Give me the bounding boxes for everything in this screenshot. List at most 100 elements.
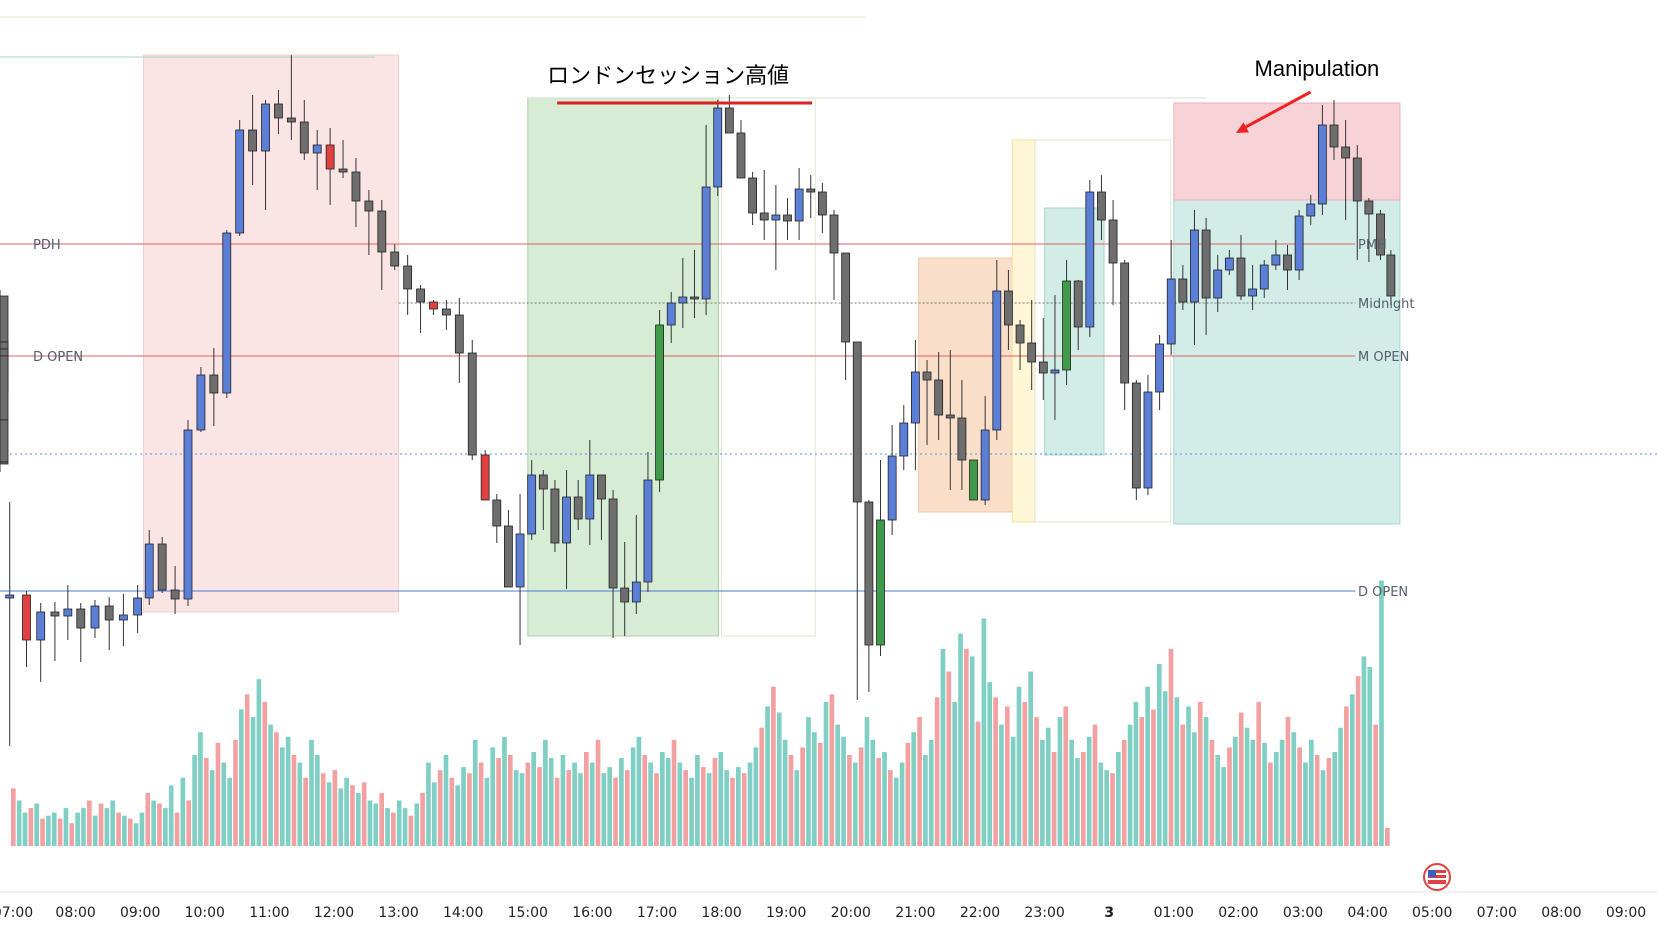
volume-bar bbox=[198, 732, 203, 846]
volume-bar bbox=[396, 800, 402, 846]
volume-bar bbox=[455, 785, 461, 846]
volume-bar bbox=[1373, 724, 1378, 846]
volume-bar bbox=[461, 767, 466, 846]
time-tick-label: 08:00 bbox=[55, 905, 95, 921]
volume-bar bbox=[1028, 671, 1033, 846]
candle bbox=[299, 100, 309, 160]
volume-bar bbox=[274, 732, 279, 846]
candle bbox=[1178, 265, 1188, 310]
candle bbox=[454, 298, 464, 383]
candle bbox=[22, 591, 31, 667]
candle bbox=[690, 250, 699, 318]
level-labels: PDH D OPEN PMH Midnight M OPEN D OPEN bbox=[33, 238, 1415, 600]
volume-bar bbox=[1309, 739, 1314, 846]
volume-bar bbox=[92, 815, 98, 846]
volume-bar bbox=[490, 747, 496, 846]
candle bbox=[196, 367, 206, 432]
candle bbox=[1143, 375, 1153, 495]
candle bbox=[480, 450, 490, 501]
level-label-3: Midnight bbox=[1358, 297, 1415, 312]
candle bbox=[980, 396, 990, 505]
volume-bar bbox=[706, 773, 712, 846]
manipulation-annotation: Manipulation bbox=[1255, 56, 1380, 81]
volume-bar bbox=[279, 747, 285, 846]
volume-bar bbox=[1268, 762, 1273, 846]
candle bbox=[1213, 255, 1223, 312]
volume-bar bbox=[917, 717, 922, 846]
volume-bar bbox=[1273, 751, 1279, 846]
time-tick-label: 14:00 bbox=[443, 905, 483, 921]
volume-bar bbox=[1016, 686, 1022, 846]
volume-bar bbox=[484, 777, 490, 846]
volume-bar bbox=[1338, 727, 1343, 846]
volume-bar bbox=[601, 773, 607, 846]
time-axis[interactable]: 07:00 08:00 09:00 10:00 11:00 12:00 13:00 14:00… bbox=[0, 891, 1657, 939]
candle bbox=[63, 585, 73, 640]
volume-bar bbox=[695, 754, 700, 846]
volume-bar bbox=[227, 777, 232, 846]
candle bbox=[467, 340, 477, 460]
volume-bar bbox=[1209, 739, 1215, 846]
candle bbox=[876, 460, 885, 656]
volume-bar bbox=[806, 717, 811, 846]
volume-bar bbox=[1349, 694, 1355, 846]
volume-bar bbox=[297, 762, 303, 846]
flag-icon[interactable] bbox=[1423, 863, 1451, 891]
candle bbox=[678, 258, 688, 328]
volume-bar bbox=[104, 808, 110, 846]
candle bbox=[841, 252, 851, 380]
volume-bar bbox=[554, 777, 560, 846]
time-tick-label: 3 bbox=[1104, 905, 1114, 921]
time-tick-label: 09:00 bbox=[120, 905, 160, 921]
candle bbox=[1224, 250, 1234, 275]
volume-bar bbox=[800, 747, 805, 846]
candle bbox=[1376, 210, 1385, 260]
time-tick-label: 05:00 bbox=[1412, 905, 1452, 921]
candle bbox=[620, 542, 630, 636]
volume-bar bbox=[835, 724, 841, 846]
volume-bar bbox=[1145, 686, 1150, 846]
volume-bar bbox=[1314, 754, 1320, 846]
volume-bar bbox=[1034, 717, 1039, 846]
level-label-4: M OPEN bbox=[1358, 350, 1409, 365]
volume-bar bbox=[940, 648, 946, 846]
volume-bar bbox=[1262, 742, 1267, 846]
candle bbox=[527, 460, 537, 540]
volume-bar bbox=[595, 739, 601, 846]
candle bbox=[1027, 300, 1037, 390]
time-tick-label: 17:00 bbox=[637, 905, 677, 921]
candle bbox=[1306, 195, 1316, 225]
time-tick-label: 07:00 bbox=[0, 905, 33, 921]
volume-bar bbox=[759, 727, 765, 846]
volume-bar bbox=[507, 754, 513, 846]
volume-bar bbox=[858, 747, 864, 846]
volume-bar bbox=[1004, 706, 1010, 846]
time-tick-label: 10:00 bbox=[185, 905, 225, 921]
time-tick-label: 04:00 bbox=[1347, 905, 1387, 921]
candle bbox=[922, 360, 932, 445]
candle bbox=[1294, 210, 1304, 280]
volume-bar bbox=[788, 754, 794, 846]
time-tick-label: 13:00 bbox=[378, 905, 418, 921]
volume-bar bbox=[1232, 736, 1238, 846]
volume-bar bbox=[537, 767, 542, 846]
volume-bar bbox=[87, 800, 92, 846]
volume-bar bbox=[291, 754, 297, 846]
volume-bar bbox=[928, 739, 934, 846]
volume-bar bbox=[660, 751, 665, 846]
candle bbox=[585, 440, 595, 545]
volume-bar bbox=[1057, 717, 1063, 846]
teal-zone-left bbox=[1044, 207, 1105, 456]
candle bbox=[515, 494, 525, 645]
volume-bar bbox=[543, 739, 548, 846]
volume-bar bbox=[1092, 724, 1098, 846]
volume-bar bbox=[876, 758, 881, 846]
volume-bar bbox=[999, 724, 1004, 846]
candle bbox=[643, 452, 653, 592]
volume-bar bbox=[402, 808, 408, 846]
candle bbox=[562, 470, 571, 589]
volume-bar bbox=[180, 777, 186, 846]
volume-bar bbox=[1355, 676, 1361, 846]
time-tick-label: 08:00 bbox=[1541, 905, 1581, 921]
